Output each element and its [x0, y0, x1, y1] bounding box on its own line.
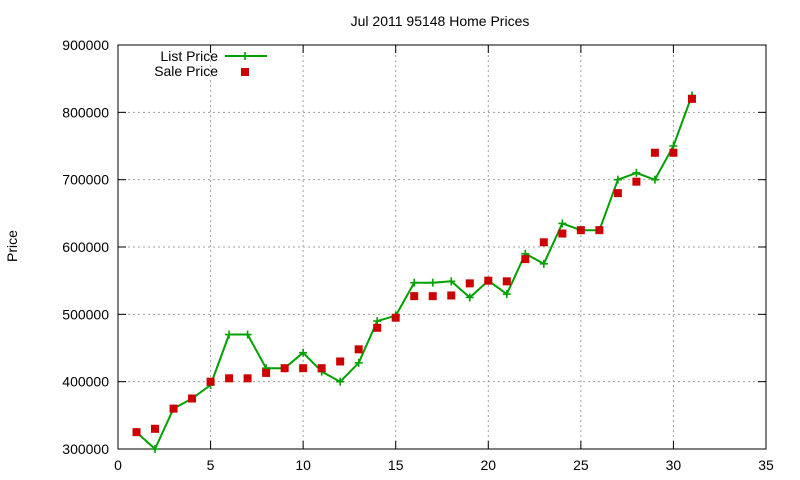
- sale-price-point: [539, 238, 548, 247]
- sale-price-point: [262, 368, 271, 377]
- sale-price-point: [336, 357, 345, 366]
- sale-price-point: [410, 292, 419, 301]
- list-price-point: [539, 259, 548, 268]
- x-tick-label: 0: [114, 457, 122, 473]
- sale-price-point: [391, 313, 400, 322]
- legend-label-sale-price: Sale Price: [154, 63, 218, 79]
- list-price-point: [336, 377, 345, 386]
- sale-price-point: [502, 277, 511, 286]
- sale-price-point: [151, 424, 160, 433]
- sale-price-point: [225, 374, 234, 383]
- sale-price-point: [484, 276, 493, 285]
- axis-ticks: 0 5 10 15 20 25 30 35 300000 400000 500000 600000 70…: [62, 37, 774, 473]
- list-price-point: [299, 348, 308, 357]
- list-price-series: [132, 91, 696, 453]
- list-price-point: [650, 175, 659, 184]
- sale-price-point: [206, 377, 215, 386]
- list-price-point: [632, 168, 641, 177]
- sale-price-point: [373, 323, 382, 332]
- list-price-point: [428, 278, 437, 287]
- list-price-point: [502, 290, 511, 299]
- x-tick-label: 15: [388, 457, 404, 473]
- list-price-point: [465, 293, 474, 302]
- x-tick-label: 10: [295, 457, 311, 473]
- sale-price-point: [558, 229, 567, 238]
- sale-price-point: [465, 279, 474, 288]
- list-price-point: [558, 219, 567, 228]
- chart-title: Jul 2011 95148 Home Prices: [351, 13, 530, 29]
- sale-price-point: [613, 189, 622, 198]
- x-tick-label: 30: [666, 457, 682, 473]
- x-tick-label: 20: [480, 457, 496, 473]
- sale-price-point: [428, 292, 437, 301]
- list-price-line: [135, 95, 693, 450]
- sale-price-point: [280, 364, 289, 373]
- sale-price-point: [687, 94, 696, 103]
- sale-price-point: [650, 148, 659, 157]
- x-tick-label: 35: [758, 457, 774, 473]
- y-tick-label: 900000: [62, 37, 109, 53]
- sale-price-point: [669, 148, 678, 157]
- list-price-point: [243, 330, 252, 339]
- sale-price-point: [354, 345, 363, 354]
- x-tick-label: 25: [573, 457, 589, 473]
- list-price-point: [447, 277, 456, 286]
- list-price-point: [669, 142, 678, 150]
- y-tick-label: 500000: [62, 306, 109, 322]
- x-tick-label: 5: [207, 457, 215, 473]
- list-price-point: [225, 330, 234, 339]
- sale-price-point: [188, 394, 197, 403]
- legend: List Price Sale Price: [154, 48, 267, 79]
- sale-price-point: [447, 291, 456, 300]
- sale-price-point: [317, 364, 326, 373]
- sale-price-series: [132, 94, 696, 437]
- sale-price-point: [169, 404, 178, 413]
- y-axis-label: Price: [4, 230, 20, 262]
- y-tick-label: 400000: [62, 374, 109, 390]
- grid: [118, 45, 766, 449]
- legend-marker-list-price: [241, 52, 249, 60]
- sale-price-point: [632, 177, 641, 186]
- list-price-point: [151, 445, 160, 453]
- sale-price-point: [595, 226, 604, 235]
- sale-price-point: [576, 226, 585, 235]
- y-tick-label: 700000: [62, 172, 109, 188]
- sale-price-point: [299, 364, 308, 373]
- list-price-point: [410, 278, 419, 287]
- y-tick-label: 800000: [62, 104, 109, 120]
- list-price-point: [373, 317, 382, 326]
- y-tick-label: 600000: [62, 239, 109, 255]
- sale-price-point: [521, 255, 530, 264]
- y-tick-label: 300000: [62, 441, 109, 457]
- list-price-point: [613, 175, 622, 184]
- legend-marker-sale-price: [241, 68, 249, 76]
- sale-price-point: [243, 374, 252, 383]
- legend-label-list-price: List Price: [160, 48, 218, 64]
- list-price-point: [354, 358, 363, 367]
- sale-price-point: [132, 428, 141, 437]
